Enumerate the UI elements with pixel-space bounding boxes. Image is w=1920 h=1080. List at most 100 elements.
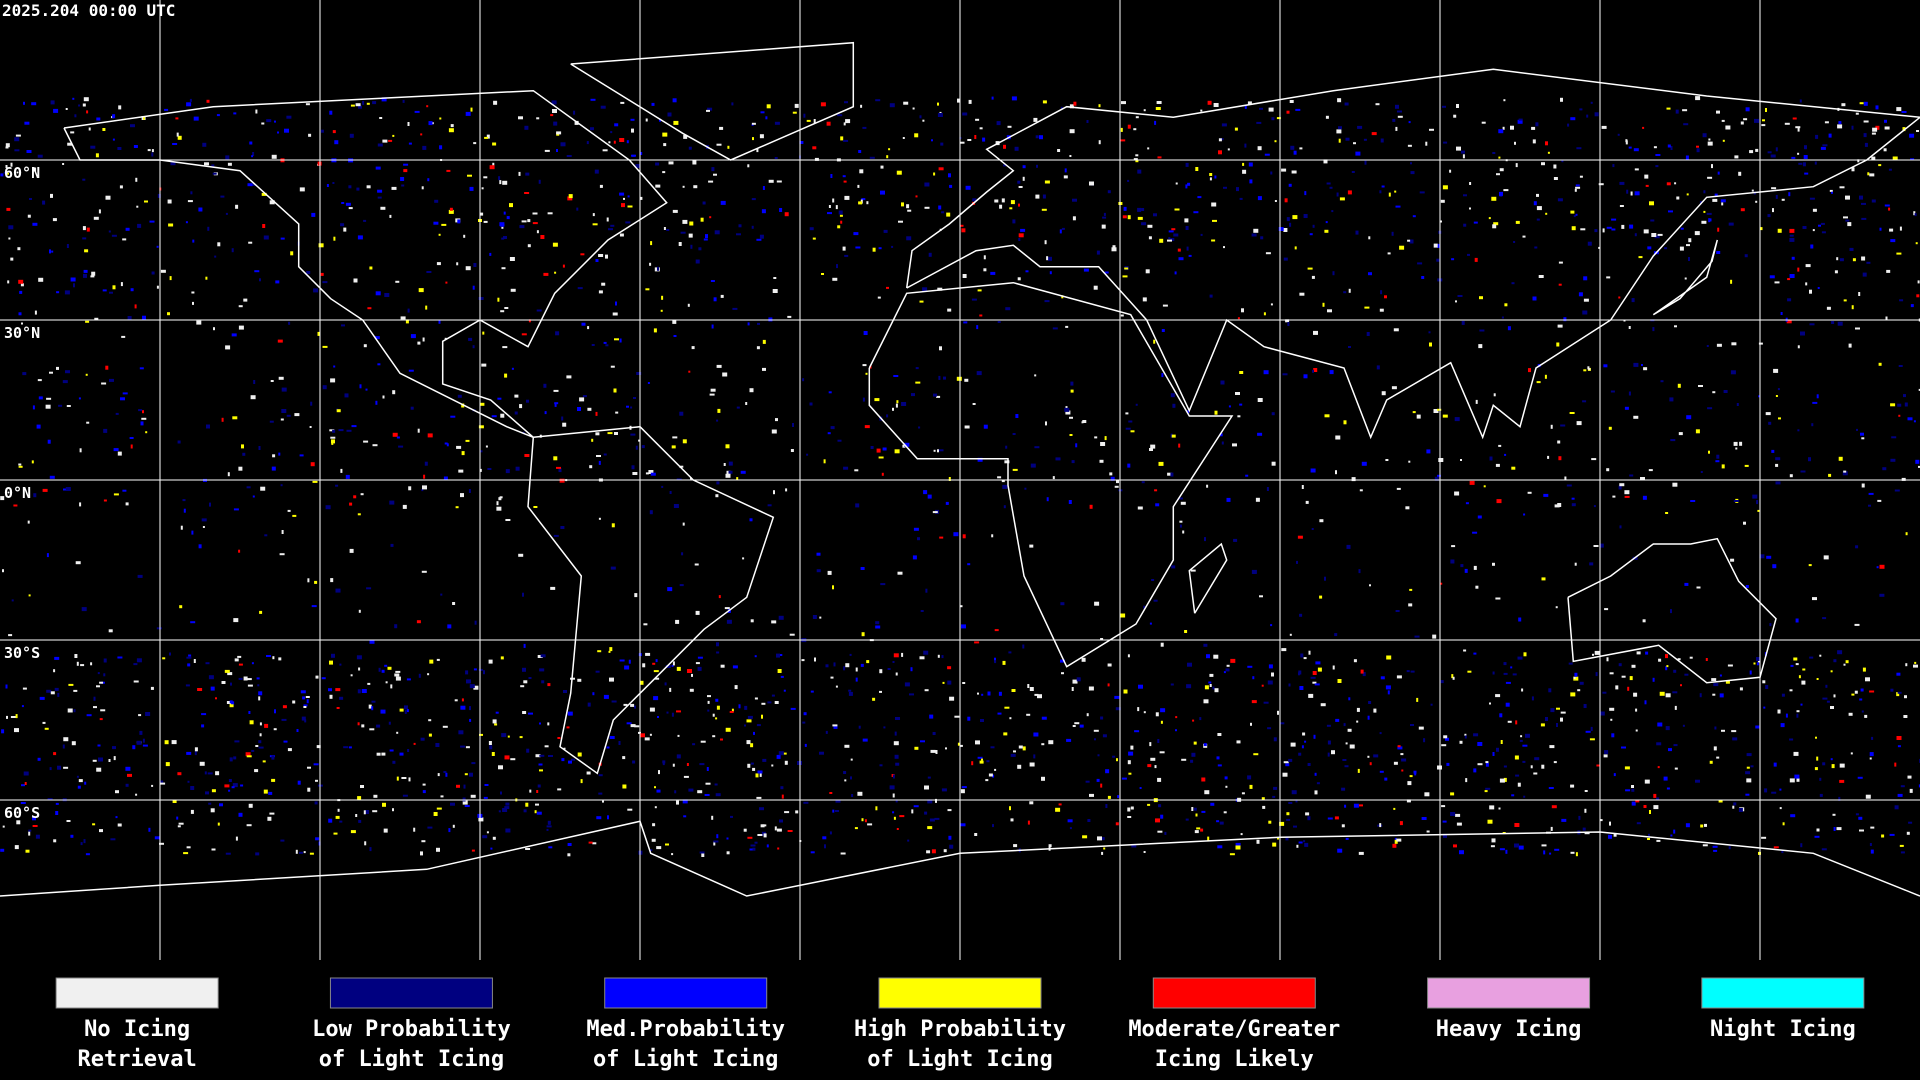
icing-speck	[1017, 180, 1021, 184]
icing-speck	[931, 139, 933, 142]
icing-speck	[1682, 724, 1685, 727]
icing-speck	[1369, 584, 1371, 587]
icing-speck	[379, 117, 383, 119]
icing-speck	[360, 785, 364, 788]
icing-speck	[824, 844, 826, 849]
icing-speck	[1781, 198, 1785, 201]
icing-speck	[1728, 222, 1734, 226]
icing-speck	[1096, 778, 1100, 782]
icing-speck	[544, 745, 549, 748]
icing-speck	[183, 508, 186, 513]
icing-speck	[433, 221, 439, 225]
icing-speck	[1598, 183, 1604, 186]
icing-speck	[1795, 618, 1799, 623]
icing-speck	[1576, 147, 1582, 150]
icing-speck	[1135, 154, 1139, 157]
icing-speck	[533, 506, 538, 508]
icing-speck	[712, 713, 715, 717]
icing-speck	[590, 98, 596, 101]
icing-speck	[947, 666, 952, 670]
icing-speck	[333, 365, 336, 368]
icing-speck	[1666, 107, 1671, 110]
icing-speck	[747, 763, 751, 768]
icing-speck	[1425, 141, 1428, 146]
icing-speck	[1896, 107, 1902, 112]
icing-speck	[857, 184, 860, 188]
icing-speck	[410, 334, 416, 339]
icing-speck	[949, 844, 954, 849]
icing-speck	[1856, 428, 1858, 431]
icing-speck	[1523, 513, 1526, 516]
icing-speck	[115, 790, 119, 794]
icing-speck	[1761, 836, 1767, 839]
coastline	[1188, 542, 1228, 614]
icing-speck	[465, 670, 469, 675]
icing-speck	[396, 436, 400, 439]
icing-speck	[1777, 228, 1782, 233]
icing-speck	[86, 110, 89, 114]
icing-speck	[767, 504, 772, 507]
icing-speck	[1440, 220, 1442, 223]
icing-speck	[98, 757, 103, 762]
icing-speck	[1396, 675, 1402, 679]
icing-speck	[967, 139, 972, 141]
icing-speck	[1707, 141, 1713, 146]
icing-speck	[258, 746, 264, 749]
icing-speck	[501, 733, 507, 738]
icing-speck	[962, 274, 967, 278]
icing-speck	[1798, 675, 1801, 679]
icing-speck	[598, 460, 601, 465]
icing-speck	[612, 312, 618, 316]
icing-speck	[482, 331, 485, 335]
icing-speck	[1120, 127, 1123, 132]
icing-speck	[1523, 652, 1527, 657]
icing-speck	[1870, 826, 1875, 829]
icing-speck	[256, 677, 260, 680]
icing-speck	[948, 477, 951, 481]
icing-speck	[204, 771, 207, 775]
icing-speck	[750, 619, 754, 623]
icing-speck	[20, 283, 24, 287]
icing-speck	[843, 180, 847, 183]
icing-speck	[1629, 224, 1634, 229]
icing-speck	[823, 459, 826, 464]
icing-speck	[1879, 227, 1882, 231]
icing-speck	[251, 155, 254, 158]
coastline	[0, 820, 1920, 897]
icing-speck	[1154, 489, 1158, 492]
icing-speck	[112, 114, 116, 119]
icing-speck	[1158, 461, 1164, 466]
icing-speck	[377, 143, 383, 147]
icing-speck	[1341, 787, 1346, 791]
icing-speck	[49, 475, 55, 479]
icing-speck	[1645, 651, 1649, 655]
icing-speck	[1606, 468, 1610, 472]
icing-speck	[233, 112, 237, 115]
icing-speck	[1694, 231, 1700, 236]
icing-speck	[204, 162, 209, 166]
icing-speck	[233, 618, 239, 623]
icing-speck	[810, 690, 814, 693]
icing-speck	[343, 227, 347, 232]
icing-speck	[864, 819, 867, 823]
icing-speck	[358, 667, 361, 671]
icing-speck	[300, 690, 306, 694]
icing-speck	[269, 812, 275, 815]
icing-speck	[1505, 849, 1508, 854]
icing-speck	[1440, 582, 1443, 585]
icing-speck	[874, 398, 880, 402]
icing-speck	[1463, 223, 1467, 227]
icing-speck	[321, 677, 326, 680]
icing-speck	[830, 676, 834, 679]
icing-speck	[1754, 118, 1759, 123]
icing-speck	[395, 280, 400, 283]
icing-speck	[1716, 756, 1720, 759]
icing-speck	[1314, 790, 1318, 795]
icing-speck	[1522, 760, 1526, 763]
icing-speck	[1507, 720, 1512, 723]
icing-speck	[1815, 134, 1819, 139]
icing-speck	[1003, 732, 1008, 736]
icing-speck	[77, 785, 81, 789]
icing-speck	[473, 263, 477, 267]
icing-speck	[465, 111, 471, 116]
